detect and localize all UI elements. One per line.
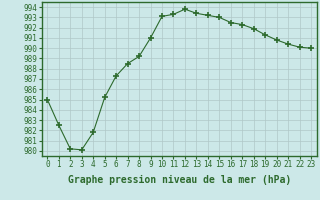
X-axis label: Graphe pression niveau de la mer (hPa): Graphe pression niveau de la mer (hPa) (68, 175, 291, 185)
